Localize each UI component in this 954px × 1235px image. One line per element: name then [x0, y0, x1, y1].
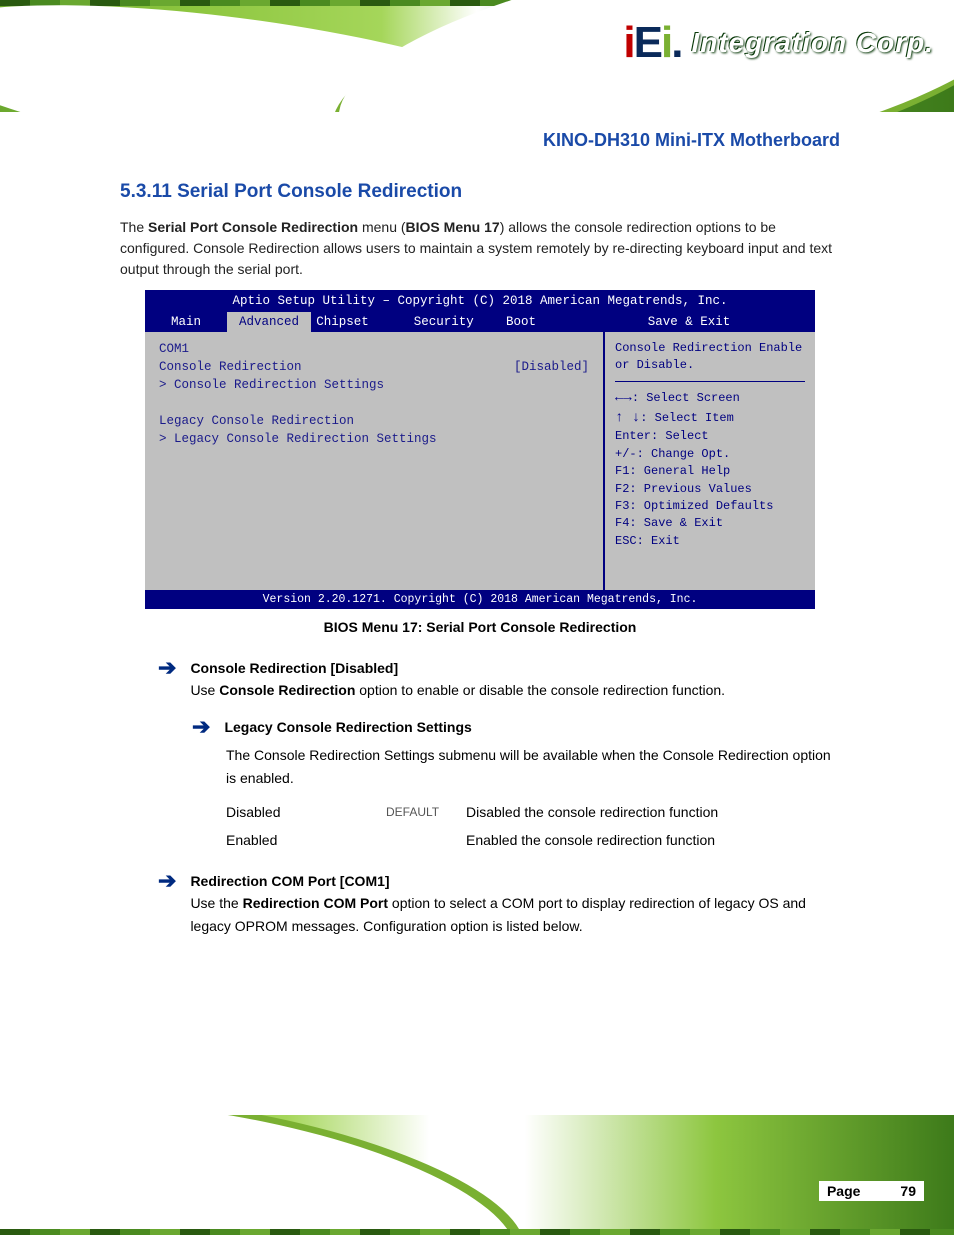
page-number: Page 79 [819, 1181, 924, 1201]
bios-tab-main: Main [145, 312, 227, 332]
page-value: 79 [900, 1183, 916, 1199]
bios-row-value: [Disabled] [514, 360, 589, 374]
option-item: ➔ Redirection COM Port [COM1] Use the Re… [158, 870, 840, 937]
bios-row: Console Redirection [Disabled] [159, 358, 589, 376]
option-body: Console Redirection [Disabled] Use Conso… [190, 657, 840, 702]
option-item: ➔ Console Redirection [Disabled] Use Con… [158, 657, 840, 702]
bios-tabs: Main Advanced Chipset Security Boot Save… [145, 312, 815, 332]
option-value-row: Enabled Enabled the console redirection … [226, 829, 840, 851]
option-body: Legacy Console Redirection Settings [224, 716, 840, 738]
page-content: KINO-DH310 Mini-ITX Motherboard 5.3.11 S… [120, 130, 840, 943]
doc-title-line: KINO-DH310 Mini-ITX Motherboard [120, 130, 840, 151]
option-heading: Console Redirection [Disabled] [190, 660, 398, 676]
bios-title: Aptio Setup Utility – Copyright (C) 2018… [145, 290, 815, 312]
option-item: ➔ Legacy Console Redirection Settings [192, 716, 840, 738]
bios-tab-security-label: Security [414, 315, 474, 329]
arrow-right-icon: ➔ [158, 657, 176, 702]
bios-help-text: Console Redirection Enable or Disable. [615, 340, 805, 375]
bios-key-row: +/-: Change Opt. [615, 446, 805, 463]
bios-row-label: > Console Redirection Settings [159, 378, 384, 392]
bios-row: COM1 [159, 340, 589, 358]
logo-dot-green: i [661, 18, 671, 67]
doc-title-left: KINO-DH310 Mini-ITX Motherboard [543, 130, 840, 151]
bios-row: Legacy Console Redirection [159, 412, 589, 430]
option-description: Use Console Redirection option to enable… [190, 679, 840, 701]
bios-row-label: > Legacy Console Redirection Settings [159, 432, 437, 446]
bios-row-label: COM1 [159, 342, 189, 356]
bios-tab-advanced: Advanced [227, 312, 311, 332]
section-title: Serial Port Console Redirection [177, 181, 462, 202]
bios-key-row: F3: Optimized Defaults [615, 498, 805, 515]
bios-left-pane: COM1 Console Redirection [Disabled] > Con… [145, 332, 605, 590]
bios-key-row: ↑ ↓: Select Item [615, 408, 805, 428]
option-value-key: Disabled [226, 801, 386, 823]
bios-footer: Version 2.20.1271. Copyright (C) 2018 Am… [145, 590, 815, 609]
bios-key-row: ←→: Select Screen [615, 388, 805, 408]
option-body: Redirection COM Port [COM1] Use the Redi… [190, 870, 840, 937]
bios-tab-chipset: Chipset Security [311, 312, 479, 332]
bios-main: COM1 Console Redirection [Disabled] > Con… [145, 332, 815, 590]
option-default-tag: DEFAULT [386, 801, 466, 823]
bios-row-label: Legacy Console Redirection [159, 414, 354, 428]
bottom-banner [0, 1115, 954, 1235]
option-sub-note: The Console Redirection Settings submenu… [226, 744, 840, 789]
bios-key-row: F1: General Help [615, 463, 805, 480]
option-value-row: Disabled DEFAULT Disabled the console re… [226, 801, 840, 823]
option-heading: Legacy Console Redirection Settings [224, 719, 471, 735]
bios-row: > Legacy Console Redirection Settings [159, 430, 589, 448]
bios-caption: BIOS Menu 17: Serial Port Console Redire… [120, 619, 840, 635]
section-num: 5.3.11 [120, 181, 172, 202]
bios-row [159, 394, 589, 412]
bios-key-row: F2: Previous Values [615, 481, 805, 498]
logo-mark: iEi. [623, 18, 681, 68]
option-heading: Redirection COM Port [COM1] [190, 873, 389, 889]
up-down-arrow-icon: ↑ ↓ [615, 410, 640, 426]
intro-paragraph: The Serial Port Console Redirection menu… [120, 217, 840, 280]
bios-tab-boot: Boot [479, 312, 563, 332]
bios-right-divider [615, 381, 805, 382]
arrow-right-icon: ➔ [192, 716, 210, 738]
option-value-desc: Disabled the console redirection functio… [466, 801, 718, 823]
logo-dot-red: i [623, 18, 633, 67]
arrow-right-icon: ➔ [158, 870, 176, 937]
option-default-tag [386, 829, 466, 851]
logo-text: Integration Corp. [691, 27, 934, 59]
bios-key-row: F4: Save & Exit [615, 515, 805, 532]
top-banner: iEi. Integration Corp. [0, 0, 954, 112]
bios-key-row: ESC: Exit [615, 533, 805, 550]
left-right-arrow-icon: ←→ [615, 390, 632, 406]
bios-row-label: Console Redirection [159, 360, 302, 374]
bios-tab-saveexit: Save & Exit [563, 312, 815, 332]
bios-row: > Console Redirection Settings [159, 376, 589, 394]
bios-tab-chipset-label: Chipset [316, 315, 369, 329]
bios-screenshot: Aptio Setup Utility – Copyright (C) 2018… [145, 290, 815, 609]
bios-key-row: Enter: Select [615, 428, 805, 445]
option-value-desc: Enabled the console redirection function [466, 829, 715, 851]
section-heading: 5.3.11 Serial Port Console Redirection [120, 181, 840, 203]
brand-logo: iEi. Integration Corp. [623, 18, 934, 68]
page-label: Page [827, 1183, 860, 1199]
option-description: Use the Redirection COM Port option to s… [190, 892, 840, 937]
option-value-key: Enabled [226, 829, 386, 851]
bios-right-pane: Console Redirection Enable or Disable. ←… [605, 332, 815, 590]
bottom-swoosh [0, 1115, 531, 1235]
